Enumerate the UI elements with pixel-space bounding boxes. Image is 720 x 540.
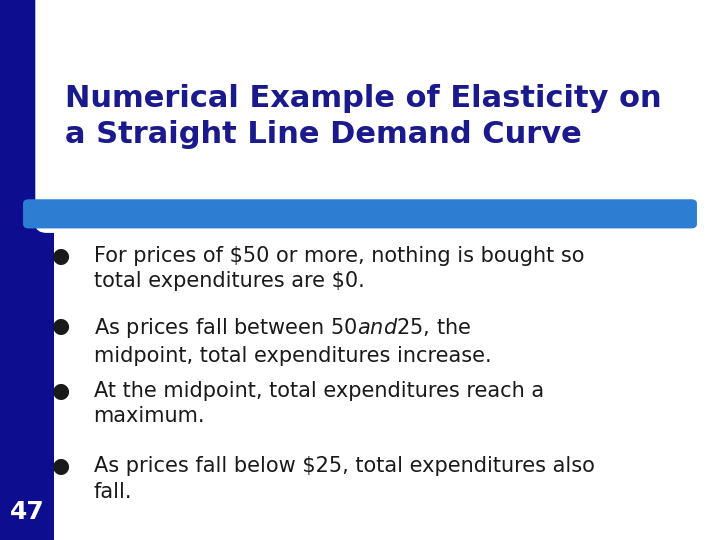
Text: 47: 47 <box>10 500 45 524</box>
Text: ●: ● <box>52 316 71 336</box>
Bar <box>0 0 54 540</box>
Text: ●: ● <box>52 381 71 401</box>
Bar <box>0 0 263 140</box>
Text: ●: ● <box>52 246 71 266</box>
Text: As prices fall between $50 and $25, the
midpoint, total expenditures increase.: As prices fall between $50 and $25, the … <box>94 316 491 366</box>
FancyBboxPatch shape <box>23 199 697 228</box>
FancyBboxPatch shape <box>36 0 720 232</box>
Text: For prices of $50 or more, nothing is bought so
total expenditures are $0.: For prices of $50 or more, nothing is bo… <box>94 246 584 291</box>
Text: At the midpoint, total expenditures reach a
maximum.: At the midpoint, total expenditures reac… <box>94 381 544 426</box>
Text: Numerical Example of Elasticity on
a Straight Line Demand Curve: Numerical Example of Elasticity on a Str… <box>65 84 662 148</box>
Text: As prices fall below $25, total expenditures also
fall.: As prices fall below $25, total expendit… <box>94 456 595 502</box>
Text: ●: ● <box>52 456 71 476</box>
